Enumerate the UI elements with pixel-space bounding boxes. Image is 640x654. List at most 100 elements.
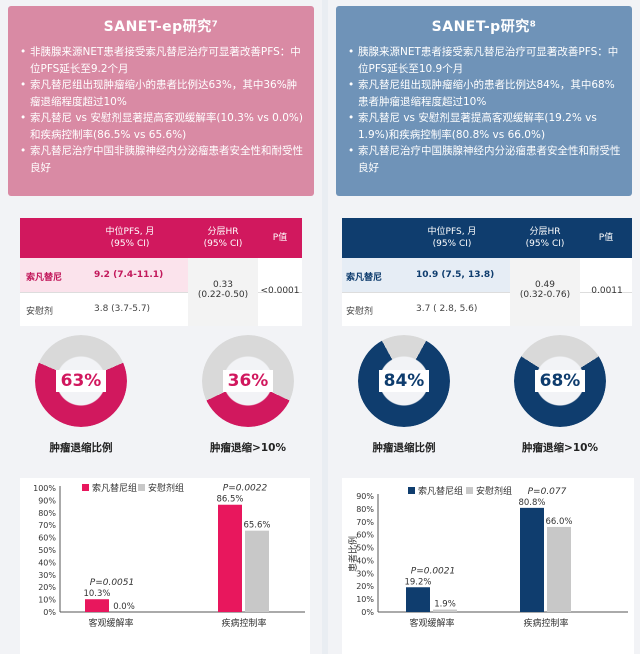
row-divider — [20, 292, 302, 293]
bar — [520, 507, 544, 612]
y-tick-label: 30% — [38, 571, 56, 580]
legend-swatch — [408, 487, 415, 494]
hr-cell: 0.33 (0.22-0.50) — [188, 258, 258, 326]
y-tick-label: 40% — [38, 558, 56, 567]
bar — [433, 609, 457, 612]
p-value: <0.0001 — [260, 286, 300, 296]
y-axis-title: 患者比例 — [347, 536, 359, 572]
placebo-pfs-value: 3.8 (3.7-5.7) — [94, 304, 151, 314]
table-header: 中位PFS, 月 (95% CI) 分层HR (95% CI) P值 — [342, 218, 632, 258]
bar — [547, 526, 571, 612]
bar — [85, 599, 109, 612]
bar — [218, 504, 242, 612]
y-tick-label: 60% — [356, 531, 374, 540]
y-tick-label: 70% — [38, 521, 56, 530]
donut-label: 肿瘤退缩>10% — [522, 442, 598, 454]
summary-item: 索凡替尼组出现肿瘤缩小的患者比例达63%，其中36%肿瘤退缩程度超过10% — [20, 77, 304, 110]
header-p: P值 — [272, 233, 288, 243]
bar-value-label: 10.3% — [83, 589, 110, 599]
donut-label: 肿瘤退缩比例 — [372, 442, 436, 454]
bar-value-label: 86.5% — [216, 495, 243, 505]
p-value-label: P=0.0051 — [90, 578, 134, 588]
header-pfs-ci: (95% CI) — [432, 239, 472, 249]
x-category-label: 客观缓解率 — [88, 617, 133, 629]
chart-background — [342, 478, 634, 654]
hr-value: 0.49 — [534, 280, 556, 290]
placebo-name: 安慰剂 — [26, 307, 54, 317]
header-hr-label: 分层HR — [529, 227, 561, 237]
y-tick-label: 20% — [38, 583, 56, 592]
legend-swatch — [138, 484, 145, 491]
y-tick-label: 10% — [356, 595, 374, 604]
header-box: SANET-ep研究⁷ 非胰腺来源NET患者接受索凡替尼治疗可显著改善PFS：中… — [8, 6, 314, 196]
row-highlight — [20, 258, 188, 292]
header-hr-ci: (95% CI) — [525, 239, 565, 249]
y-tick-label: 70% — [356, 518, 374, 527]
header-hr-label: 分层HR — [207, 227, 239, 237]
bar-chart-left: 0% 10% 20% 30% 40% 50% 60% 70% 80% 90% 100% 索凡替尼组 安慰… — [20, 478, 310, 654]
summary-item: 胰腺来源NET患者接受索凡替尼治疗可显著改善PFS：中位PFS延长至10.9个月 — [348, 44, 622, 77]
header-pfs-ci: (95% CI) — [110, 239, 150, 249]
header-hr-ci: (95% CI) — [203, 239, 243, 249]
summary-item: 索凡替尼 vs 安慰剂显著提高客观缓解率(19.2% vs 1.9%)和疾病控制… — [348, 110, 622, 143]
p-value-label: P=0.0022 — [223, 484, 268, 494]
y-tick-label: 90% — [356, 492, 374, 501]
hr-cell: 0.49 (0.32-0.76) — [510, 258, 580, 326]
study-title: SANET-ep研究⁷ — [103, 19, 219, 35]
y-tick-label: 50% — [38, 546, 56, 555]
hr-value: 0.33 — [212, 280, 234, 290]
summary-list: 胰腺来源NET患者接受索凡替尼治疗可显著改善PFS：中位PFS延长至10.9个月… — [348, 44, 622, 176]
bar-value-label: 0.0% — [113, 602, 135, 612]
x-category-label: 疾病控制率 — [221, 617, 266, 629]
bar-value-label: 1.9% — [434, 600, 456, 610]
y-tick-label: 0% — [361, 608, 374, 617]
x-category-label: 客观缓解率 — [409, 617, 454, 629]
y-tick-label: 100% — [33, 484, 56, 493]
p-value-label: P=0.077 — [528, 487, 567, 497]
p-value-label: P=0.0021 — [411, 566, 455, 576]
panel-sanet-ep: SANET-ep研究⁷ 非胰腺来源NET患者接受索凡替尼治疗可显著改善PFS：中… — [0, 0, 322, 654]
drug-name: 索凡替尼 — [346, 273, 383, 283]
x-category-label: 疾病控制率 — [523, 617, 568, 629]
donut-percent: 68% — [535, 370, 585, 392]
header-hr: 分层HR (95% CI) — [188, 226, 258, 250]
legend-swatch — [466, 487, 473, 494]
y-tick-label: 0% — [43, 608, 56, 617]
row-divider — [342, 292, 632, 293]
summary-item: 索凡替尼 vs 安慰剂显著提高客观缓解率(10.3% vs 0.0%)和疾病控制… — [20, 110, 304, 143]
hr-ci: (0.22-0.50) — [197, 290, 249, 300]
drug-name: 索凡替尼 — [26, 273, 63, 283]
pfs-table: 中位PFS, 月 (95% CI) 分层HR (95% CI) P值 索凡替尼 … — [342, 218, 632, 326]
y-tick-label: 90% — [38, 496, 56, 505]
y-tick-label: 60% — [38, 534, 56, 543]
p-value: 0.0011 — [591, 286, 623, 296]
bar-chart-right: 0% 10% 20% 30% 40% 50% 60% 70% 80% 90% 患者比例 索凡替尼组 安慰… — [342, 478, 634, 654]
summary-list: 非胰腺来源NET患者接受索凡替尼治疗可显著改善PFS：中位PFS延长至9.2个月… — [20, 44, 304, 176]
header-pfs-label: 中位PFS, 月 — [105, 227, 155, 237]
pfs-table: 中位PFS, 月 (95% CI) 分层HR (95% CI) P值 索凡替尼 … — [20, 218, 302, 326]
bar-value-label: 19.2% — [404, 577, 431, 587]
bar — [406, 587, 430, 612]
bar-value-label: 66.0% — [545, 517, 572, 527]
bar — [245, 530, 269, 612]
row-highlight — [342, 258, 510, 292]
header-hr: 分层HR (95% CI) — [510, 226, 580, 250]
y-tick-label: 50% — [356, 544, 374, 553]
header-box: SANET-p研究⁸ 胰腺来源NET患者接受索凡替尼治疗可显著改善PFS：中位P… — [336, 6, 632, 196]
header-pfs: 中位PFS, 月 (95% CI) — [402, 226, 502, 250]
y-tick-label: 20% — [356, 582, 374, 591]
summary-item: 索凡替尼治疗中国非胰腺神经内分泌瘤患者安全性和耐受性良好 — [20, 143, 304, 176]
hr-ci: (0.32-0.76) — [519, 290, 571, 300]
legend-swatch — [82, 484, 89, 491]
donut-label: 肿瘤退缩>10% — [210, 442, 286, 454]
placebo-name: 安慰剂 — [346, 307, 374, 317]
panel-sanet-p: SANET-p研究⁸ 胰腺来源NET患者接受索凡替尼治疗可显著改善PFS：中位P… — [328, 0, 640, 654]
pfs-value: 9.2 (7.4-11.1) — [94, 270, 164, 280]
table-header: 中位PFS, 月 (95% CI) 分层HR (95% CI) P值 — [20, 218, 302, 258]
bar-value-label: 65.6% — [243, 521, 270, 531]
donut-percent: 63% — [56, 370, 106, 392]
y-tick-label: 30% — [356, 569, 374, 578]
y-tick-label: 10% — [38, 596, 56, 605]
legend-label: 安慰剂组 — [476, 485, 512, 497]
legend-label: 索凡替尼组 — [418, 485, 463, 497]
